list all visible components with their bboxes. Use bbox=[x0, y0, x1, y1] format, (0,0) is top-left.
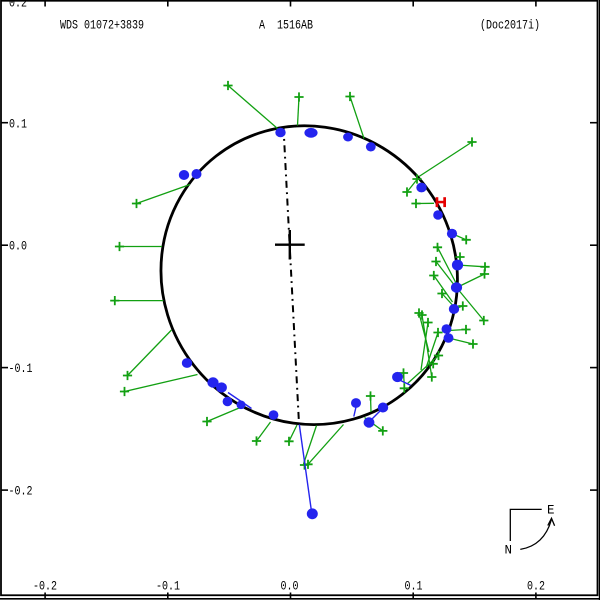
svg-text:-0.1: -0.1 bbox=[156, 580, 180, 594]
svg-text:-0.1: -0.1 bbox=[9, 362, 33, 376]
svg-text:0.1: 0.1 bbox=[9, 118, 27, 132]
svg-text:E: E bbox=[547, 504, 555, 518]
svg-text:-0.2: -0.2 bbox=[9, 485, 33, 499]
svg-text:(Doc2017i): (Doc2017i) bbox=[480, 19, 540, 33]
svg-text:-0.2: -0.2 bbox=[33, 580, 57, 594]
svg-text:0.0: 0.0 bbox=[281, 580, 299, 594]
svg-text:N: N bbox=[505, 544, 513, 558]
svg-text:0.2: 0.2 bbox=[9, 0, 27, 11]
svg-text:0.0: 0.0 bbox=[9, 240, 27, 254]
svg-text:A 1516AB: A 1516AB bbox=[259, 19, 313, 33]
svg-text:0.2: 0.2 bbox=[527, 580, 545, 594]
svg-text:0.1: 0.1 bbox=[405, 580, 423, 594]
svg-text:WDS 01072+3839: WDS 01072+3839 bbox=[60, 19, 144, 33]
